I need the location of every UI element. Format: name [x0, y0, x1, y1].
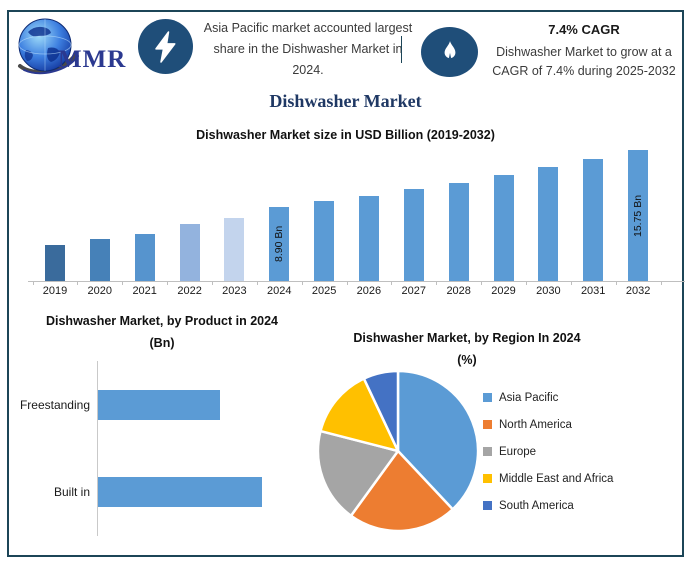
logo-text: MMR — [58, 46, 127, 73]
bar-2022 — [179, 224, 200, 281]
header-divider — [401, 36, 402, 63]
product-chart-axis — [97, 361, 98, 536]
page-title: Dishwasher Market — [269, 91, 422, 111]
bar-2032 — [628, 150, 649, 281]
x-axis-tick — [122, 281, 124, 285]
x-axis-tick — [212, 281, 213, 285]
x-axis-tick — [256, 281, 258, 285]
bar-2024 — [269, 207, 290, 281]
bar-2020 — [89, 239, 110, 281]
x-axis-tick — [570, 281, 572, 285]
x-axis-tick — [346, 281, 348, 285]
x-axis-tick — [391, 281, 393, 285]
bar-2019 — [45, 245, 65, 281]
legend-item-europe: Europe — [483, 438, 683, 465]
pie-slice-middle-east-and-africa — [319, 377, 400, 453]
x-axis-tick — [301, 281, 303, 285]
globe-icon — [18, 18, 79, 75]
legend-label: North America — [499, 418, 572, 431]
year-label-2029: 2029 — [491, 285, 516, 297]
product-bar-built-in — [98, 477, 262, 507]
legend-item-asia-pacific: Asia Pacific — [483, 384, 683, 411]
pie-slice-asia-pacific — [396, 369, 480, 511]
legend-marker — [483, 501, 492, 510]
legend-marker — [483, 474, 492, 483]
year-label-2019: 2019 — [42, 285, 68, 297]
legend-item-north-america: North America — [483, 411, 683, 438]
x-axis-tick — [525, 281, 527, 285]
cagr-description-line1: Dishwasher Market to grow at a — [496, 45, 672, 59]
market-size-chart-title: Dishwasher Market size in USD Billion (2… — [196, 128, 495, 142]
pie-slice-north-america — [349, 449, 455, 533]
bar-2021 — [134, 234, 155, 281]
region-pie-title: Dishwasher Market, by Region In 2024 — [353, 331, 581, 345]
bar-2029 — [493, 175, 514, 281]
year-label-2031: 2031 — [580, 285, 606, 297]
flame-badge — [421, 27, 478, 77]
year-label-2028: 2028 — [446, 285, 471, 297]
year-label-2026: 2026 — [356, 285, 382, 297]
x-axis-tick — [32, 281, 34, 285]
legend-label: South America — [499, 499, 574, 512]
x-axis-tick — [167, 281, 169, 285]
cagr-description-line2: CAGR of 7.4% during 2025-2032 — [492, 64, 676, 78]
legend-label: Middle East and Africa — [499, 472, 614, 485]
legend-marker — [483, 420, 492, 429]
x-axis-tick — [77, 281, 79, 285]
flame-icon — [444, 41, 455, 59]
year-label-2023: 2023 — [222, 285, 247, 297]
cagr-block: 7.4% CAGR Dishwasher Market to grow at a… — [484, 22, 684, 81]
legend-marker — [483, 393, 492, 402]
pie-slice-south-america — [362, 369, 400, 453]
lightning-bolt-icon — [154, 30, 175, 63]
x-axis-tick — [481, 281, 483, 285]
bar-2027 — [403, 189, 424, 281]
pie-slice-europe — [316, 429, 400, 517]
region-pie-chart — [316, 369, 480, 533]
year-label-2021: 2021 — [132, 285, 157, 297]
product-label-freestanding: Freestanding — [19, 398, 90, 412]
year-label-2022: 2022 — [177, 285, 202, 297]
x-axis — [28, 281, 685, 282]
year-label-2020: 2020 — [87, 285, 113, 297]
bar-2023 — [224, 218, 245, 281]
pie-legend: Asia Pacific North America Europe Middle Ea… — [483, 384, 683, 519]
x-axis-tick — [660, 281, 662, 285]
bar-2028 — [448, 183, 469, 281]
legend-label: Europe — [499, 445, 537, 458]
product-label-built-in: Built in — [53, 485, 90, 499]
product-chart-title: Dishwasher Market, by Product in 2024 — [45, 314, 279, 328]
year-label-2027: 2027 — [401, 285, 427, 297]
legend-item-south-america: South America — [483, 492, 683, 519]
x-axis-tick — [615, 281, 617, 285]
bar-2031 — [583, 159, 604, 281]
legend-marker — [483, 447, 492, 456]
bar-2025 — [314, 201, 335, 281]
legend-item-middle-east-and-africa: Middle East and Africa — [483, 465, 683, 492]
product-bar-freestanding — [98, 390, 220, 420]
year-label-2032: 2032 — [625, 285, 651, 297]
year-label-2025: 2025 — [311, 285, 337, 297]
cagr-title: 7.4% CAGR — [548, 22, 620, 37]
bar-2026 — [358, 196, 379, 281]
bar-2030 — [538, 167, 559, 281]
year-label-2030: 2030 — [536, 285, 561, 297]
product-chart-subtitle: (Bn) — [149, 336, 175, 350]
year-label-2024: 2024 — [267, 285, 292, 297]
x-axis-tick — [436, 281, 438, 285]
header-highlight-text: Asia Pacific market accounted largest sh… — [203, 20, 413, 77]
region-pie-subtitle: (%) — [457, 353, 477, 367]
legend-label: Asia Pacific — [499, 391, 559, 404]
lightning-badge — [138, 19, 193, 74]
mmr-logo: MMR — [14, 16, 136, 78]
